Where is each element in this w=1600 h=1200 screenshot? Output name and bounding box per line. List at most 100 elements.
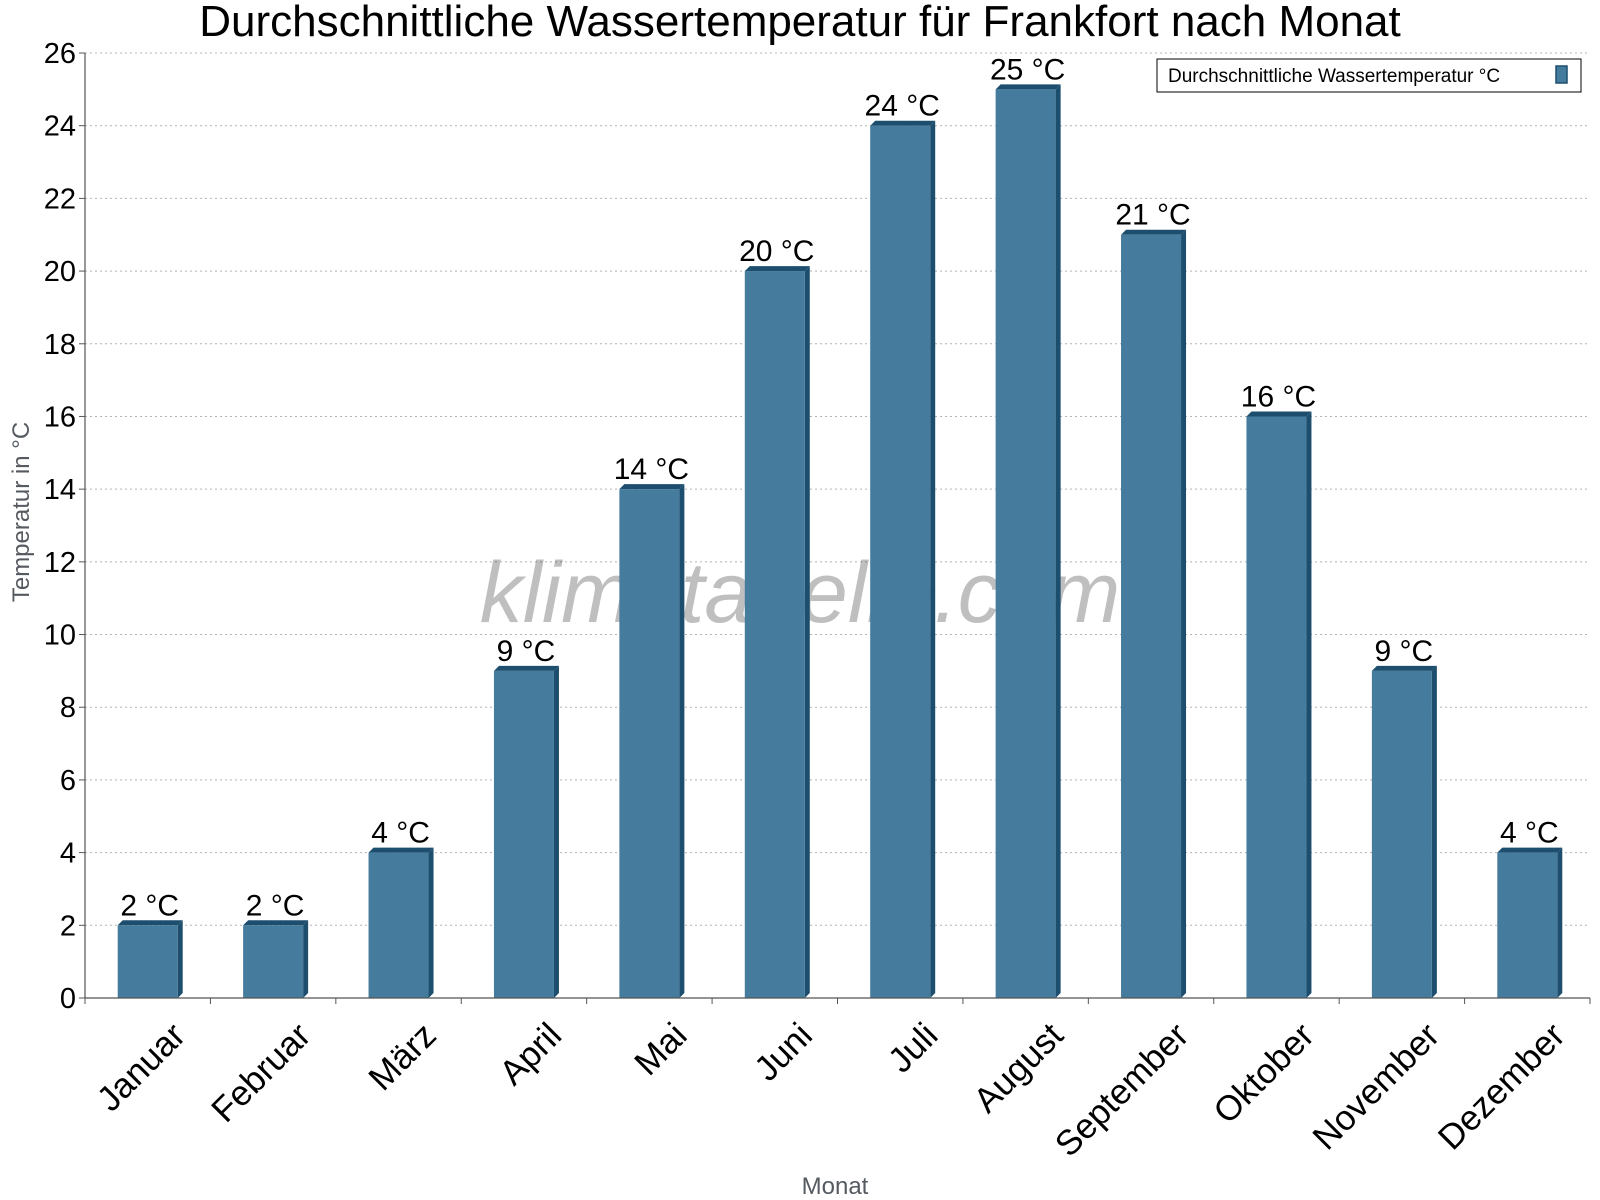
bar-dezember [1497,847,1563,998]
data-label: 4 °C [1500,817,1559,850]
x-tick-label: Oktober [1206,1015,1322,1131]
bar-top [619,484,685,490]
bar-top [493,665,559,671]
y-tick-label: 4 [60,838,76,870]
bar-front [744,271,805,999]
x-tick-label: Februar [204,1015,318,1129]
bar-front [619,489,680,998]
bar-side [1306,411,1312,998]
bar-front [1246,416,1307,998]
x-axis-label: Monat [802,1173,869,1200]
bar-september [1121,229,1187,998]
y-tick-label: 10 [44,620,76,652]
bar-side [1431,665,1437,998]
data-label: 25 °C [990,53,1065,86]
legend-swatch [1555,65,1568,84]
y-tick-label: 24 [44,111,76,143]
bar-side [303,920,309,998]
bar-front [243,925,304,998]
data-label: 9 °C [1375,635,1434,668]
data-label: 24 °C [865,90,940,123]
x-tick-label: September [1048,1015,1197,1164]
x-tick-label: August [966,1015,1071,1120]
data-labels: 2 °C 2 °C 4 °C 9 °C 14 °C 20 °C 24 °C 25 °C 21 °… [120,53,1558,922]
bar-top [368,847,434,853]
data-label: 14 °C [614,453,689,486]
y-tick-label: 8 [60,692,76,724]
bar-side [1055,84,1061,999]
legend-label: Durchschnittliche Wassertemperatur °C [1168,66,1500,87]
data-label: 20 °C [739,235,814,268]
bar-front [368,852,429,998]
bar-august [995,84,1061,999]
bar-februar [243,920,309,998]
bar-front [995,89,1056,999]
bar-märz [368,847,434,998]
axes [79,52,1591,1004]
bar-top [870,120,936,126]
chart-title: Durchschnittliche Wassertemperatur für F… [199,0,1401,46]
bar-top [1246,411,1312,417]
x-tick-label: März [361,1016,444,1099]
bar-top [1371,665,1437,671]
bar-side [804,266,810,999]
bar-top [117,920,183,926]
bar-top [995,84,1061,90]
bar-front [1121,234,1182,998]
data-label: 2 °C [120,889,179,922]
bar-top [1121,229,1187,235]
bar-top [744,266,810,272]
bar-april [493,665,559,998]
bars [117,84,1563,999]
x-tick-label: Juni [747,1016,820,1089]
bar-side [1181,229,1187,998]
bar-front [1497,852,1558,998]
y-axis-label: Temperatur in °C [8,422,35,602]
bar-front [1371,670,1432,998]
y-tick-label: 12 [44,547,76,579]
y-tick-label: 6 [60,765,76,797]
data-label: 16 °C [1241,380,1316,413]
legend-box [1156,58,1582,93]
bar-top [1497,847,1563,853]
bar-side [553,665,559,998]
y-tick-label: 22 [44,183,76,215]
y-tick-label: 2 [60,910,76,942]
bar-juni [744,266,810,999]
y-tick-label: 0 [60,983,76,1015]
bar-front [493,670,554,998]
bar-mai [619,484,685,999]
bar-front [870,125,931,998]
y-tick-label: 16 [44,401,76,433]
y-tick-label: 18 [44,329,76,361]
bar-oktober [1246,411,1312,998]
x-tick-label: Januar [90,1015,193,1118]
data-label: 9 °C [497,635,556,668]
bar-side [679,484,685,999]
bar-side [1557,847,1563,998]
bar-side [177,920,183,998]
bar-juli [870,120,936,998]
legend: Durchschnittliche Wassertemperatur °C [1156,58,1582,93]
data-label: 2 °C [246,889,305,922]
y-tick-label: 20 [44,256,76,288]
x-tick-label: Mai [627,1016,694,1083]
bar-januar [117,920,183,998]
x-tick-label: Juli [881,1016,946,1081]
y-tick-label: 14 [44,474,76,506]
bar-side [428,847,434,998]
bar-november [1371,665,1437,998]
grid-lines [85,52,1590,926]
bar-side [930,120,936,998]
x-tick-labels: Januar Februar März April Mai Juni Juli AugustS… [90,1015,1573,1164]
y-tick-label: 26 [44,38,76,70]
data-label: 21 °C [1115,199,1190,232]
x-tick-label: April [492,1016,569,1093]
bar-front [117,925,178,998]
x-tick-label: Dezember [1431,1015,1573,1157]
bar-top [243,920,309,926]
data-label: 4 °C [371,817,430,850]
x-tick-label: November [1305,1015,1447,1157]
